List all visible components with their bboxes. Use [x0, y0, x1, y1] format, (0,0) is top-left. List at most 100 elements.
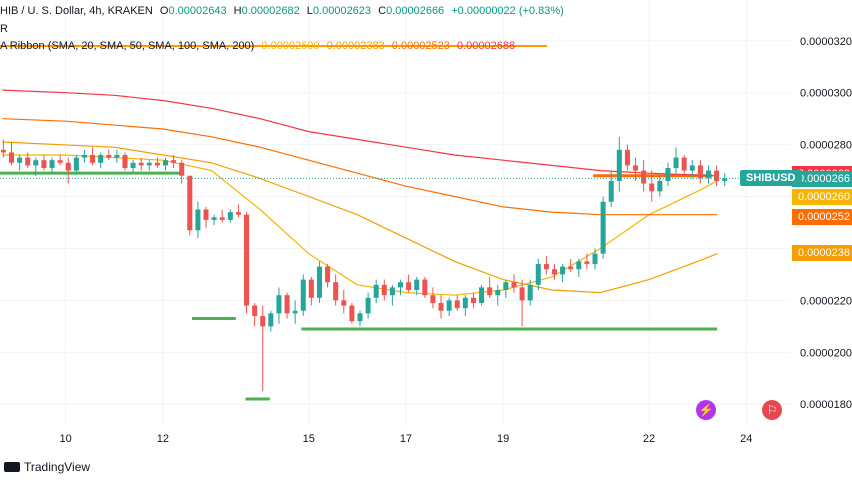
legend-line-2: R: [0, 23, 8, 35]
candle-body: [462, 297, 468, 309]
candle-body: [665, 167, 671, 181]
candle-body: [179, 162, 185, 176]
time-axis[interactable]: 10 12 15 17 19 22 24: [60, 433, 753, 445]
candle-body: [122, 155, 128, 168]
open-label: O: [159, 5, 169, 17]
candle-body: [276, 295, 282, 314]
candle-body: [560, 266, 566, 275]
candle-body: [568, 266, 574, 270]
candle-body: [292, 310, 298, 314]
candle-body: [397, 282, 404, 288]
candle-body: [268, 313, 274, 327]
ribbon-label: A Ribbon (SMA, 20, SMA, 50, SMA, 100, SM…: [0, 40, 255, 52]
ohlc-legend: HIB / U. S. Dollar, 4h, KRAKEN O0.000026…: [0, 5, 564, 17]
candle-body: [114, 155, 120, 158]
candle-body: [600, 201, 606, 254]
ribbon-value-sma200: 0.00002688: [456, 40, 516, 52]
candle-body: [308, 279, 314, 298]
change-value: +0.00000022 (+0.83%): [451, 5, 564, 17]
candle-body: [195, 209, 201, 231]
candle-body: [316, 266, 322, 298]
time-tick-label: 22: [643, 433, 655, 445]
candle-body: [260, 315, 266, 327]
candle-body: [689, 165, 695, 171]
candle-body: [25, 157, 31, 166]
candle-body: [551, 269, 557, 275]
price-badge: 0.0000260: [792, 188, 852, 205]
candle-body: [454, 300, 460, 309]
price-badge: 0.0000266: [792, 171, 852, 188]
close-value: 0.00002666: [386, 5, 445, 17]
candle-body: [624, 149, 630, 166]
legend-line-2-text: R: [0, 23, 8, 35]
price-tick-label: 0.0000200: [800, 347, 852, 359]
candle-body: [341, 300, 347, 306]
candle-body: [365, 297, 371, 314]
time-tick-label: 19: [497, 433, 509, 445]
candle-body: [65, 162, 71, 171]
price-tick-label: 0.0000220: [800, 295, 852, 307]
tradingview-mark-icon: [4, 462, 20, 472]
candle-body: [98, 155, 104, 163]
flag-us-icon[interactable]: ⚐: [762, 400, 782, 420]
candle-body: [381, 284, 387, 296]
candle-body: [633, 165, 639, 171]
candle-body: [430, 295, 436, 303]
candle-body: [543, 264, 549, 270]
candlesticks: [0, 136, 728, 392]
candle-body: [130, 162, 136, 168]
open-value: 0.00002643: [168, 5, 227, 17]
candle-body: [592, 253, 598, 265]
candle-body: [608, 180, 614, 202]
price-axis[interactable]: 0.0000320 0.0000300 0.0000280 0.0000220 0.00…: [800, 36, 852, 411]
pair-title: HIB / U. S. Dollar, 4h, KRAKEN: [0, 5, 153, 17]
high-label: H: [233, 5, 242, 17]
candle-body: [487, 287, 493, 296]
price-tick-label: 0.0000320: [800, 36, 852, 48]
candle-body: [41, 160, 47, 168]
candle-body: [657, 180, 663, 192]
ribbon-value-sma50: 0.00002383: [326, 40, 385, 52]
candle-body: [673, 157, 679, 168]
candle-body: [503, 282, 509, 290]
candle-body: [0, 149, 6, 153]
candle-body: [57, 160, 63, 163]
candle-body: [722, 178, 728, 181]
high-value: 0.00002682: [241, 5, 300, 17]
support-levels: [0, 44, 718, 401]
low-label: L: [306, 5, 313, 17]
candle-body: [470, 297, 476, 303]
price-tick-label: 0.0000280: [800, 140, 852, 152]
candle-body: [576, 261, 582, 270]
candle-body: [527, 284, 533, 301]
time-tick-label: 15: [303, 433, 315, 445]
sma-200-line: [2, 89, 718, 177]
candle-body: [73, 157, 79, 171]
candle-body: [203, 209, 209, 220]
candle-body: [211, 217, 217, 220]
candle-body: [373, 284, 379, 298]
candle-body: [697, 165, 703, 179]
candle-body: [519, 287, 525, 301]
price-tick-label: 0.0000300: [800, 88, 852, 100]
price-tick-label: 0.0000180: [800, 399, 852, 411]
time-tick-label: 12: [157, 433, 169, 445]
symbol-badge: SHIBUSD: [740, 170, 802, 187]
candle-body: [446, 300, 452, 311]
candle-body: [162, 160, 168, 166]
tradingview-logo[interactable]: TradingView: [4, 460, 90, 474]
candle-body: [535, 264, 541, 285]
candle-body: [389, 287, 395, 296]
price-badge: 0.0000238: [792, 244, 852, 261]
ribbon-legend[interactable]: A Ribbon (SMA, 20, SMA, 50, SMA, 100, SM…: [0, 40, 515, 52]
lightning-icon[interactable]: ⚡: [696, 400, 716, 420]
candle-body: [641, 170, 647, 184]
candle-body: [219, 217, 225, 220]
candle-body: [438, 302, 444, 311]
candle-body: [333, 282, 339, 301]
time-tick-label: 17: [400, 433, 412, 445]
candle-body: [649, 183, 655, 192]
grid-lines: [0, 0, 790, 425]
